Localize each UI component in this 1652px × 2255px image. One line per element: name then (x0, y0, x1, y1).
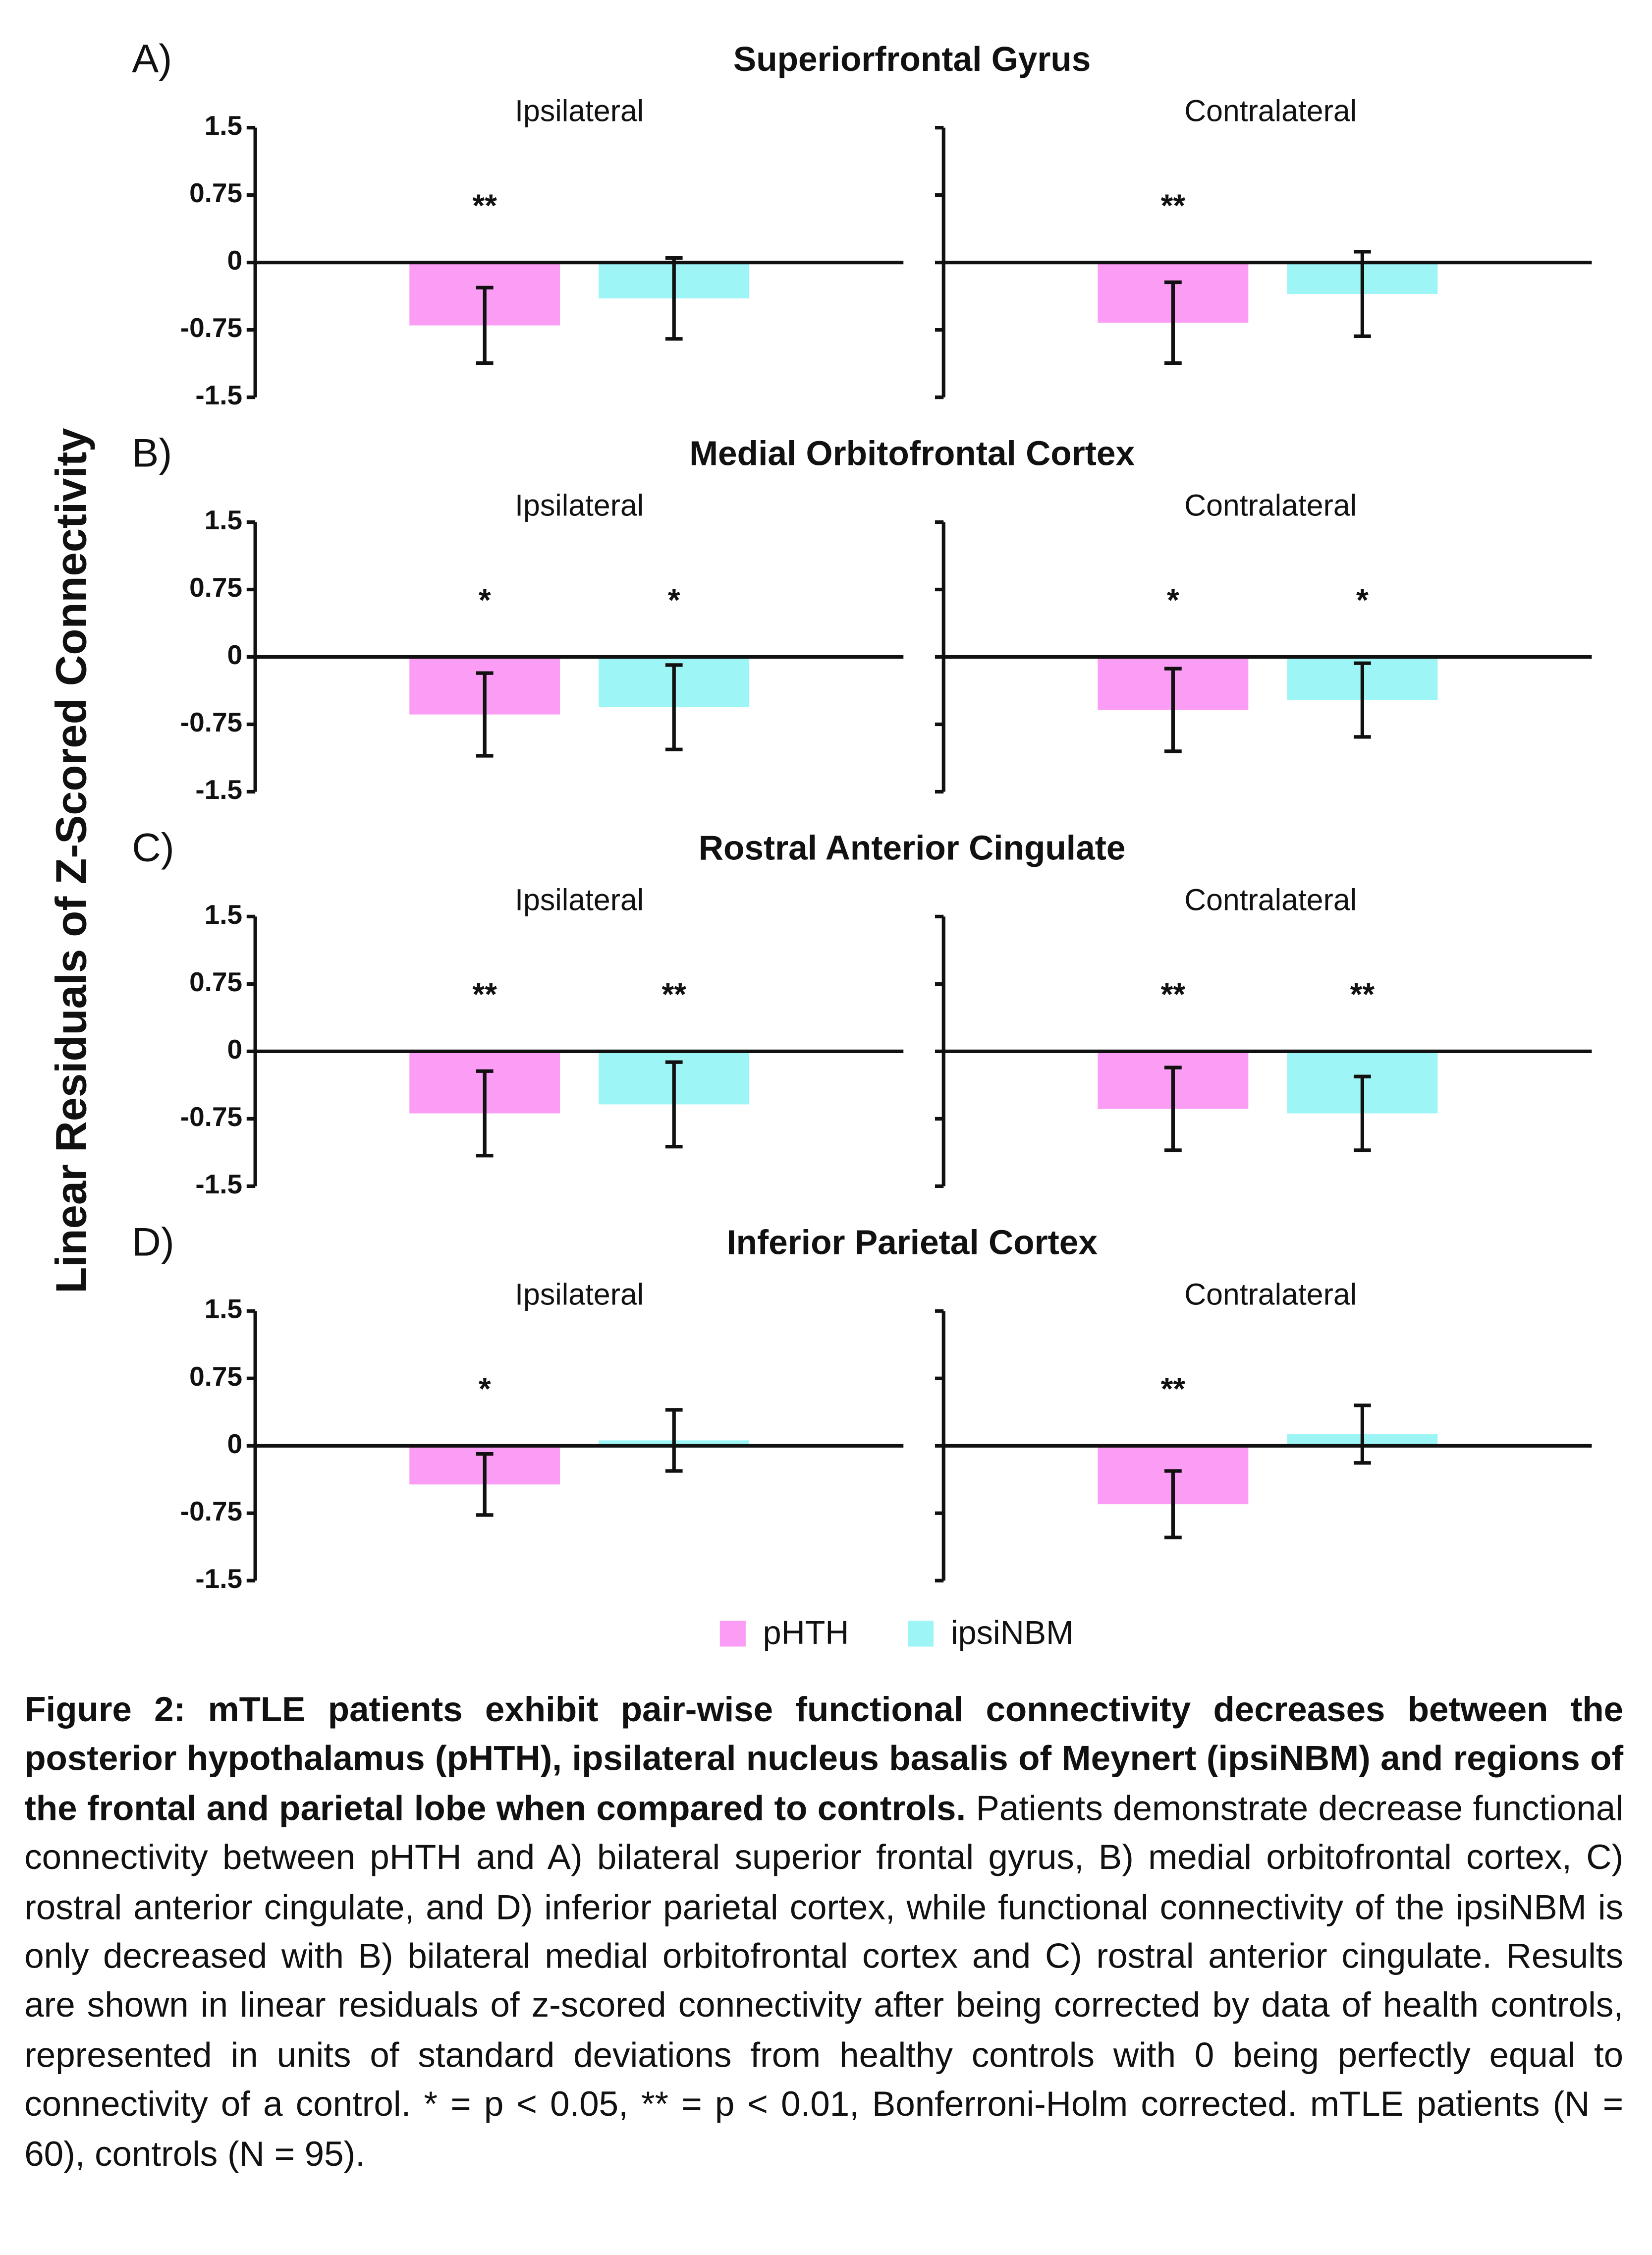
subplot-title: Contralateral (1184, 883, 1357, 916)
y-tick-label: 0.75 (189, 966, 242, 997)
significance: ** (472, 977, 497, 1012)
subplot-title: Ipsilateral (515, 489, 644, 522)
y-tick-label: -0.75 (180, 1496, 242, 1526)
panel-label: D) (132, 1220, 174, 1264)
subplot-title: Ipsilateral (515, 883, 644, 916)
legend-label: ipsiNBM (951, 1615, 1074, 1651)
y-tick-label: 0.75 (189, 572, 242, 603)
y-tick-label: -1.5 (195, 1563, 242, 1594)
panel-title: Rostral Anterior Cingulate (699, 829, 1126, 867)
error-bar (476, 1069, 494, 1158)
panel-label: C) (132, 826, 174, 870)
y-tick-label: 0 (227, 245, 243, 276)
y-tick-label: 0 (227, 1034, 243, 1065)
y-tick-label: 1.5 (205, 1294, 242, 1324)
error-bar (1164, 667, 1182, 753)
y-tick-label: -0.75 (180, 1101, 242, 1132)
legend-swatch (907, 1621, 934, 1647)
panel-title: Superiorfrontal Gyrus (733, 40, 1091, 78)
subplot-title: Ipsilateral (515, 1277, 644, 1311)
legend-label: pHTH (763, 1615, 849, 1651)
significance: * (1167, 582, 1179, 618)
y-tick-label: -0.75 (180, 312, 242, 343)
subplot-title: Ipsilateral (515, 94, 644, 128)
y-axis-label: Linear Residuals of Z-Scored Connectivit… (47, 428, 95, 1293)
significance: ** (1350, 977, 1375, 1012)
y-tick-label: -1.5 (195, 380, 242, 410)
error-bar (1164, 1469, 1182, 1539)
subplot-title: Contralateral (1184, 94, 1357, 128)
error-bar (476, 285, 494, 365)
significance: ** (661, 977, 686, 1012)
panel-label: A) (132, 37, 172, 81)
panel-label: B) (132, 431, 172, 476)
error-bar (476, 1452, 494, 1517)
error-bar (1354, 1074, 1371, 1152)
error-bar (665, 663, 683, 751)
subplot-title: Contralateral (1184, 489, 1357, 522)
significance: ** (1161, 188, 1186, 223)
significance: * (479, 582, 491, 618)
error-bar (665, 256, 683, 341)
significance: ** (1161, 977, 1186, 1012)
significance: ** (472, 188, 497, 223)
error-bar (1354, 1404, 1371, 1465)
error-bar (1164, 280, 1182, 365)
panel-title: Medial Orbitofrontal Cortex (689, 434, 1135, 473)
y-tick-label: 1.5 (205, 505, 242, 535)
y-tick-label: 0 (227, 639, 243, 670)
significance: * (1356, 582, 1369, 618)
caption-bold: Figure 2: mTLE patients exhibit pair-wis… (24, 1691, 1624, 1829)
error-bar (665, 1060, 683, 1149)
significance: ** (1161, 1371, 1186, 1407)
y-tick-label: 0 (227, 1428, 243, 1459)
y-tick-label: 0.75 (189, 177, 242, 208)
y-tick-label: 0.75 (189, 1361, 242, 1392)
y-tick-label: -1.5 (195, 774, 242, 805)
error-bar (1354, 661, 1371, 739)
panel-title: Inferior Parietal Cortex (726, 1223, 1098, 1261)
caption-text: Patients demonstrate decrease functional… (24, 1790, 1624, 2174)
significance: * (479, 1371, 491, 1407)
y-tick-label: 1.5 (205, 899, 242, 930)
subplot-title: Contralateral (1184, 1277, 1357, 1311)
legend-swatch (719, 1621, 746, 1647)
error-bar (665, 1408, 683, 1473)
y-tick-label: 1.5 (205, 110, 242, 141)
y-tick-label: -0.75 (180, 707, 242, 737)
error-bar (1164, 1066, 1182, 1152)
significance: * (668, 582, 680, 618)
error-bar (476, 671, 494, 758)
chart: Linear Residuals of Z-Scored Connectivit… (47, 37, 1592, 1651)
y-tick-label: -1.5 (195, 1169, 242, 1199)
error-bar (1354, 250, 1371, 338)
caption: Figure 2: mTLE patients exhibit pair-wis… (24, 1687, 1623, 2180)
